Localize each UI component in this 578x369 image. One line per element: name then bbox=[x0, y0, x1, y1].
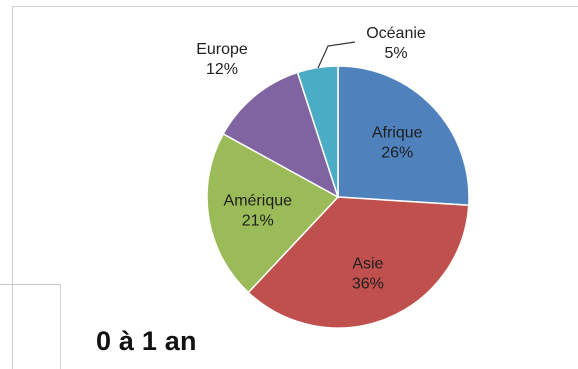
slice-label-afrique: Afrique bbox=[372, 124, 423, 141]
pie-slice-afrique bbox=[337, 65, 470, 207]
slice-value-océanie: 5% bbox=[384, 45, 407, 62]
chart-caption: 0 à 1 an bbox=[96, 326, 197, 356]
divider-line-vertical bbox=[60, 284, 61, 369]
slice-label-océanie: Océanie bbox=[366, 25, 426, 42]
divider-line bbox=[0, 284, 60, 285]
leader-lines bbox=[317, 41, 356, 69]
pie-slices bbox=[206, 65, 470, 329]
slice-label-europe: Europe bbox=[196, 41, 248, 58]
slice-value-amérique: 21% bbox=[242, 213, 274, 230]
slice-value-europe: 12% bbox=[206, 61, 238, 78]
slice-label-asie: Asie bbox=[352, 256, 383, 273]
slice-labels: Afrique 26% Asie 36% Amérique 21% Europe 12% Océ… bbox=[196, 25, 426, 293]
pie-slice-amérique bbox=[206, 132, 340, 294]
slice-value-afrique: 26% bbox=[381, 144, 413, 161]
slice-label-amérique: Amérique bbox=[224, 193, 293, 210]
leader-line-océanie bbox=[317, 41, 356, 69]
pie-slice-asie bbox=[247, 196, 470, 329]
pie-slice-europe bbox=[222, 71, 340, 199]
slice-value-asie: 36% bbox=[352, 276, 384, 293]
